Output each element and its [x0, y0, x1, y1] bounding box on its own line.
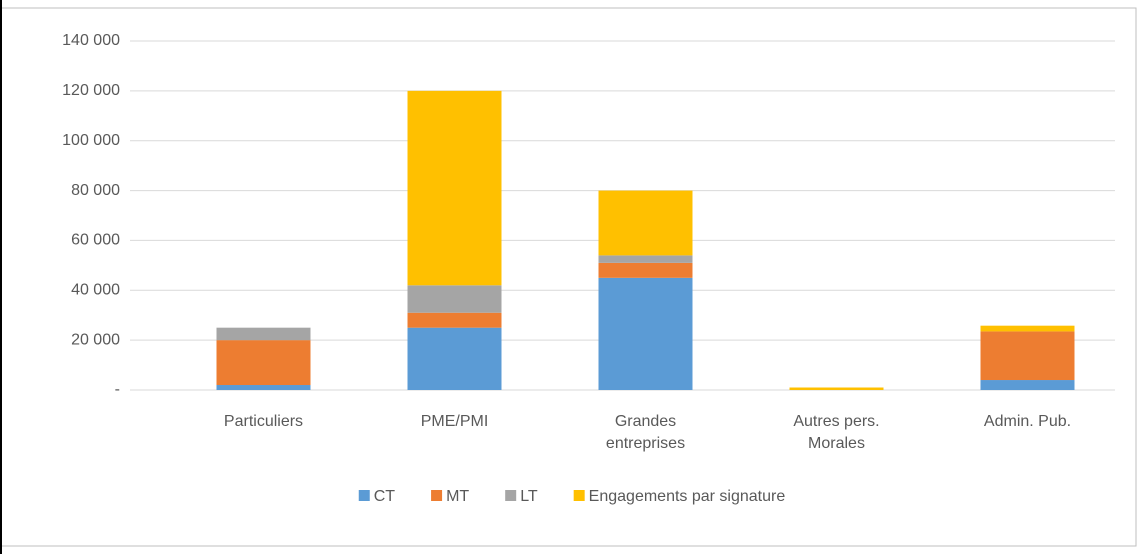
bar-segment [216, 327, 311, 341]
bar-segment [980, 380, 1075, 390]
x-tick-label: Admin. Pub. [983, 413, 1072, 430]
bar-segment [598, 262, 693, 278]
bar-segment [407, 285, 502, 313]
bar-segment [216, 385, 311, 390]
y-tick-label: 120 000 [62, 82, 120, 99]
bar-segment [407, 312, 502, 328]
y-tick-label: - [115, 381, 120, 398]
legend-swatch [431, 490, 443, 501]
bar-segment [216, 340, 311, 386]
y-tick-label: 60 000 [71, 232, 120, 249]
bar-segment [598, 255, 693, 263]
x-tick-label: PME/PMI [420, 413, 489, 430]
legend-swatch [573, 490, 585, 501]
bar-segment [980, 325, 1075, 332]
bar-segment [980, 331, 1075, 381]
y-tick-label: 20 000 [71, 331, 120, 348]
bar-segment [407, 90, 502, 286]
bar-segment [407, 327, 502, 390]
legend-label: LT [520, 488, 538, 505]
y-tick-label: 140 000 [62, 32, 120, 49]
y-tick-label: 40 000 [71, 282, 120, 299]
legend-swatch [505, 490, 517, 501]
y-tick-label: 100 000 [62, 132, 120, 149]
chart-frame [0, 7, 1137, 547]
bar-segment [789, 387, 884, 390]
legend-label: MT [446, 488, 469, 505]
legend-swatch [358, 490, 370, 501]
legend-label: CT [374, 488, 396, 505]
bar-segment [598, 190, 693, 256]
x-tick-label: Grandes entreprises [605, 413, 686, 452]
bar-segment [598, 277, 693, 390]
x-tick-label: Autres pers. Morales [793, 413, 880, 452]
legend-label: Engagements par signature [589, 488, 786, 505]
y-tick-label: 80 000 [71, 182, 120, 199]
x-tick-label: Particuliers [223, 413, 304, 430]
